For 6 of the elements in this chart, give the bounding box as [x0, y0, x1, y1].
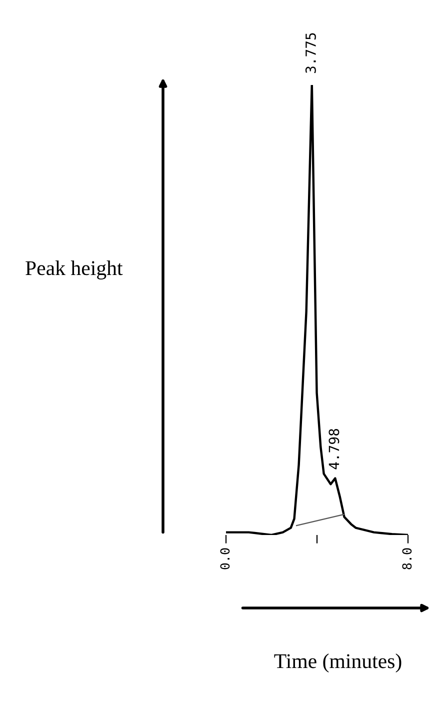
x-axis-title: Time (minutes) [274, 654, 402, 672]
x-tick-label: 8.0 [402, 548, 412, 570]
y-axis-title: Peak height [26, 260, 123, 280]
x-tick-label: 0.0 [220, 548, 230, 570]
annotation: 3.775 [305, 33, 316, 73]
annotation: 4.798 [328, 428, 340, 470]
